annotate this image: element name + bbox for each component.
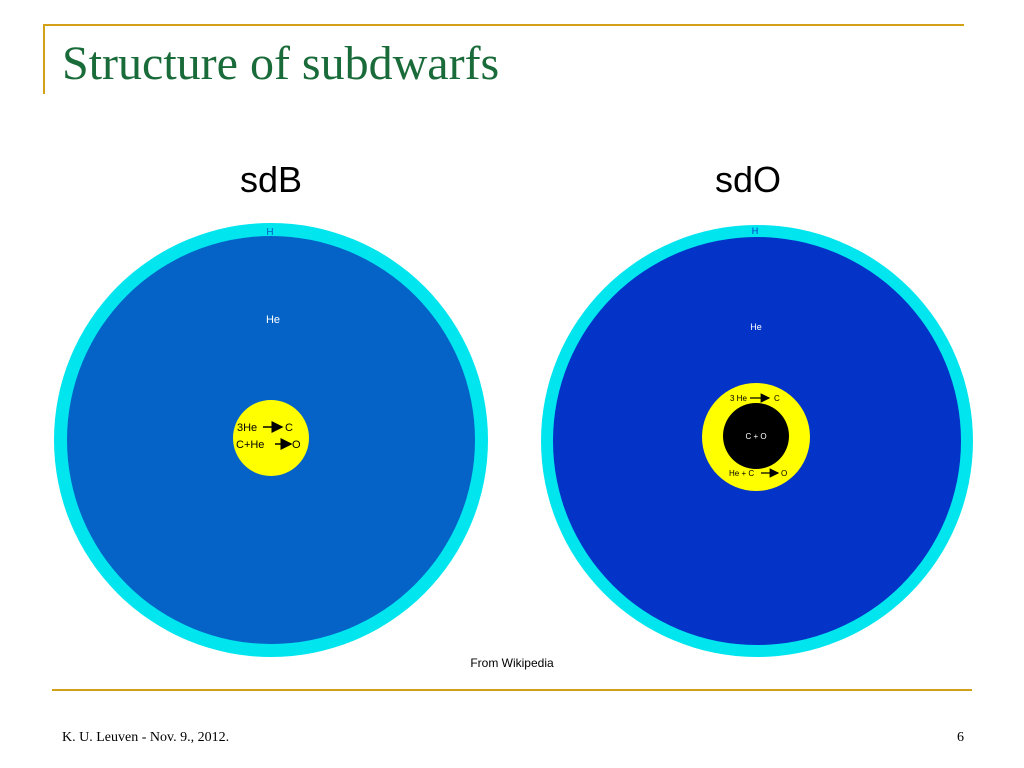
footer-text: K. U. Leuven - Nov. 9., 2012. [62, 730, 230, 745]
subdwarf-structure-diagram: sdB H He 3He C C+He O sdO H He C + O 3 H… [40, 150, 1000, 680]
sdO-shell-reaction-2-product: O [781, 469, 787, 478]
sdO-core-label: C + O [745, 432, 766, 441]
sdO-hydrogen-label: H [752, 226, 759, 236]
sdB-star: sdB H He 3He C C+He O [54, 159, 488, 657]
sdB-core-reaction-1-product: C [285, 422, 293, 434]
sdO-label: sdO [715, 159, 781, 200]
sdB-helium-label: He [266, 314, 280, 326]
slide-title: Structure of subdwarfs [62, 37, 500, 90]
sdB-core-reaction-2-product: O [292, 439, 301, 451]
sdO-shell-reaction-1-reactant: 3 He [730, 394, 747, 403]
sdB-label: sdB [240, 159, 302, 200]
sdO-shell-reaction-2-reactant: He + C [729, 469, 754, 478]
sdO-star: sdO H He C + O 3 He C He + C O [541, 159, 973, 657]
sdO-shell-reaction-1-product: C [774, 394, 780, 403]
top-frame-line [43, 24, 964, 26]
sdO-carbon-oxygen-core [723, 403, 789, 469]
sdB-hydrogen-label: H [266, 227, 273, 238]
sdB-core-reaction-1-reactant: 3He [237, 422, 257, 434]
footer-divider [52, 689, 972, 691]
left-frame-line [43, 24, 45, 94]
sdB-burning-core [233, 400, 309, 476]
page-number: 6 [957, 730, 964, 745]
image-credit: From Wikipedia [470, 656, 554, 670]
sdO-helium-label: He [750, 322, 762, 332]
sdB-core-reaction-2-reactant: C+He [236, 439, 264, 451]
